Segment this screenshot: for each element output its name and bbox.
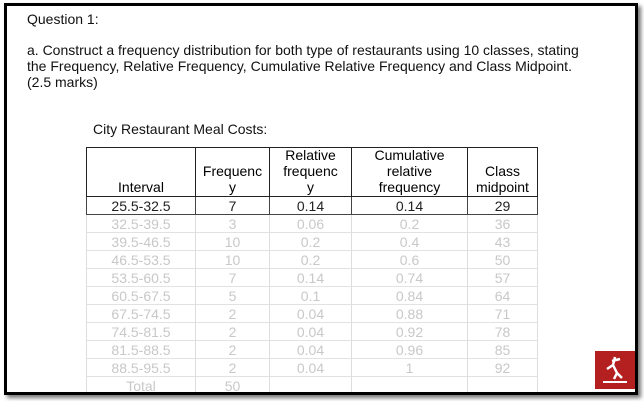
table-cell: 78: [468, 323, 538, 341]
table-cell: 25.5-32.5: [86, 197, 196, 215]
table-cell: 0.04: [270, 323, 352, 341]
table-cell: 43: [468, 233, 538, 251]
table-cell: 0.04: [270, 359, 352, 377]
header-cell: Relative frequenc y: [270, 147, 352, 197]
header-cell: Interval: [86, 147, 196, 197]
table-cell: 7: [196, 197, 270, 215]
table-cell: 0.96: [352, 341, 468, 359]
header-line: y: [229, 179, 236, 195]
table-cell: 0.14: [352, 197, 468, 215]
header-line: Cumulative: [374, 147, 445, 163]
header-line: y: [307, 179, 314, 195]
table-cell: 7: [196, 269, 270, 287]
table-cell: 0.6: [352, 251, 468, 269]
table-cell: 0.4: [352, 233, 468, 251]
table-cell: 67.5-74.5: [86, 305, 196, 323]
table-cell: 0.04: [270, 305, 352, 323]
table-cell: 0.92: [352, 323, 468, 341]
table-cell: 0.14: [270, 197, 352, 215]
header-line: relative: [386, 163, 433, 179]
instruction-line: (2.5 marks): [27, 74, 98, 90]
table-cell: 60.5-67.5: [86, 287, 196, 305]
table-cell: 74.5-81.5: [86, 323, 196, 341]
header-line: frequenc: [283, 163, 338, 179]
table-cell: [270, 377, 352, 392]
table-cell: 10: [196, 233, 270, 251]
logo-icon: [603, 356, 627, 383]
header-line: midpoint: [476, 179, 529, 195]
table-cell: 0.2: [270, 251, 352, 269]
question-title: Question 1:: [27, 11, 99, 27]
header-line: Relative: [285, 147, 336, 163]
table-cell: Total: [86, 377, 196, 392]
table-cell: [352, 377, 468, 392]
header-line: Interval: [118, 179, 164, 195]
table-cell: 0.2: [352, 215, 468, 233]
table-cell: 0.04: [270, 341, 352, 359]
table-cell: 71: [468, 305, 538, 323]
table-cell: 36: [468, 215, 538, 233]
table-cell: 10: [196, 251, 270, 269]
table-cell: 1: [352, 359, 468, 377]
table-cell: 92: [468, 359, 538, 377]
document-frame: Question 1: a. Construct a frequency dis…: [4, 3, 638, 395]
table-cell: 32.5-39.5: [86, 215, 196, 233]
table-cell: 81.5-88.5: [86, 341, 196, 359]
table-cell: 29: [468, 197, 538, 215]
table-cell: 0.06: [270, 215, 352, 233]
header-line: Class: [484, 163, 520, 179]
header-cell: Frequenc y: [196, 147, 270, 197]
table-cell: 2: [196, 341, 270, 359]
table-cell: 0.74: [352, 269, 468, 287]
table-cell: 85: [468, 341, 538, 359]
table-cell: 46.5-53.5: [86, 251, 196, 269]
table-cell: 0.2: [270, 233, 352, 251]
table-cell: 64: [468, 287, 538, 305]
instruction-line: a. Construct a frequency distribution fo…: [27, 42, 579, 58]
table-cell: [468, 377, 538, 392]
table-cell: 3: [196, 215, 270, 233]
header-cell: Class midpoint: [468, 147, 538, 197]
table-cell: 53.5-60.5: [86, 269, 196, 287]
table-cell: 50: [196, 377, 270, 392]
table-cell: 0.84: [352, 287, 468, 305]
table-cell: 0.88: [352, 305, 468, 323]
table-caption: City Restaurant Meal Costs:: [93, 121, 268, 137]
logo: [595, 351, 635, 389]
table-cell: 57: [468, 269, 538, 287]
header-cell: Cumulative relative frequency: [352, 147, 468, 197]
header-line: frequency: [378, 179, 441, 195]
table-cell: 2: [196, 305, 270, 323]
table-cell: 88.5-95.5: [86, 359, 196, 377]
table-cell: 0.14: [270, 269, 352, 287]
table-cell: 2: [196, 323, 270, 341]
table-cell: 39.5-46.5: [86, 233, 196, 251]
table-cell: 0.1: [270, 287, 352, 305]
header-line: Frequenc: [202, 163, 263, 179]
instruction-line: the Frequency, Relative Frequency, Cumul…: [27, 58, 572, 74]
table-cell: 2: [196, 359, 270, 377]
table-cell: 5: [196, 287, 270, 305]
table-cell: 50: [468, 251, 538, 269]
